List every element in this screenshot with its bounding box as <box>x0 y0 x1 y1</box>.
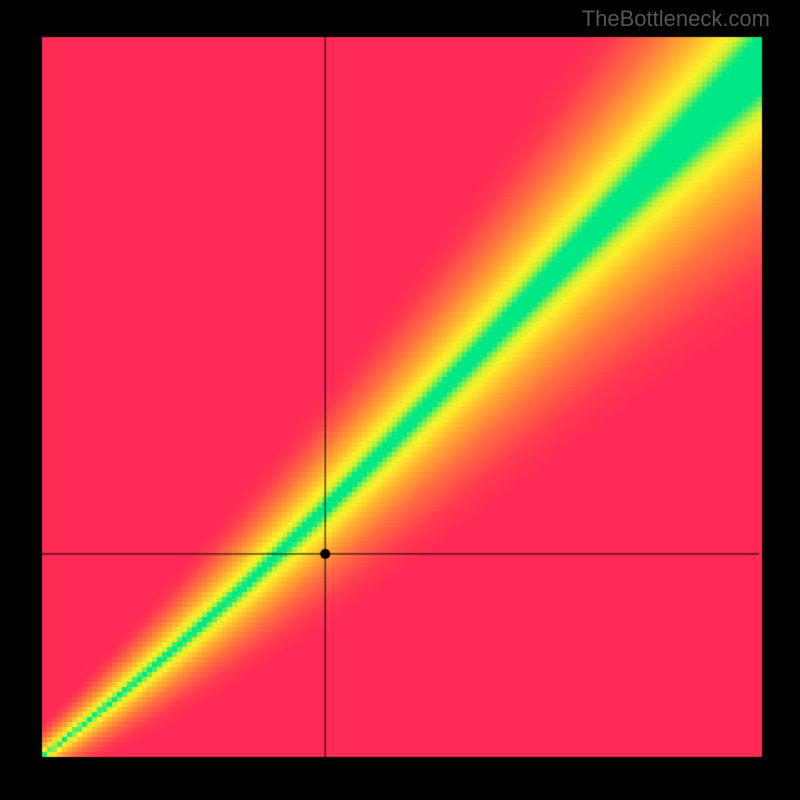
bottleneck-heatmap <box>0 0 800 800</box>
watermark-text: TheBottleneck.com <box>582 6 770 32</box>
chart-container: TheBottleneck.com <box>0 0 800 800</box>
